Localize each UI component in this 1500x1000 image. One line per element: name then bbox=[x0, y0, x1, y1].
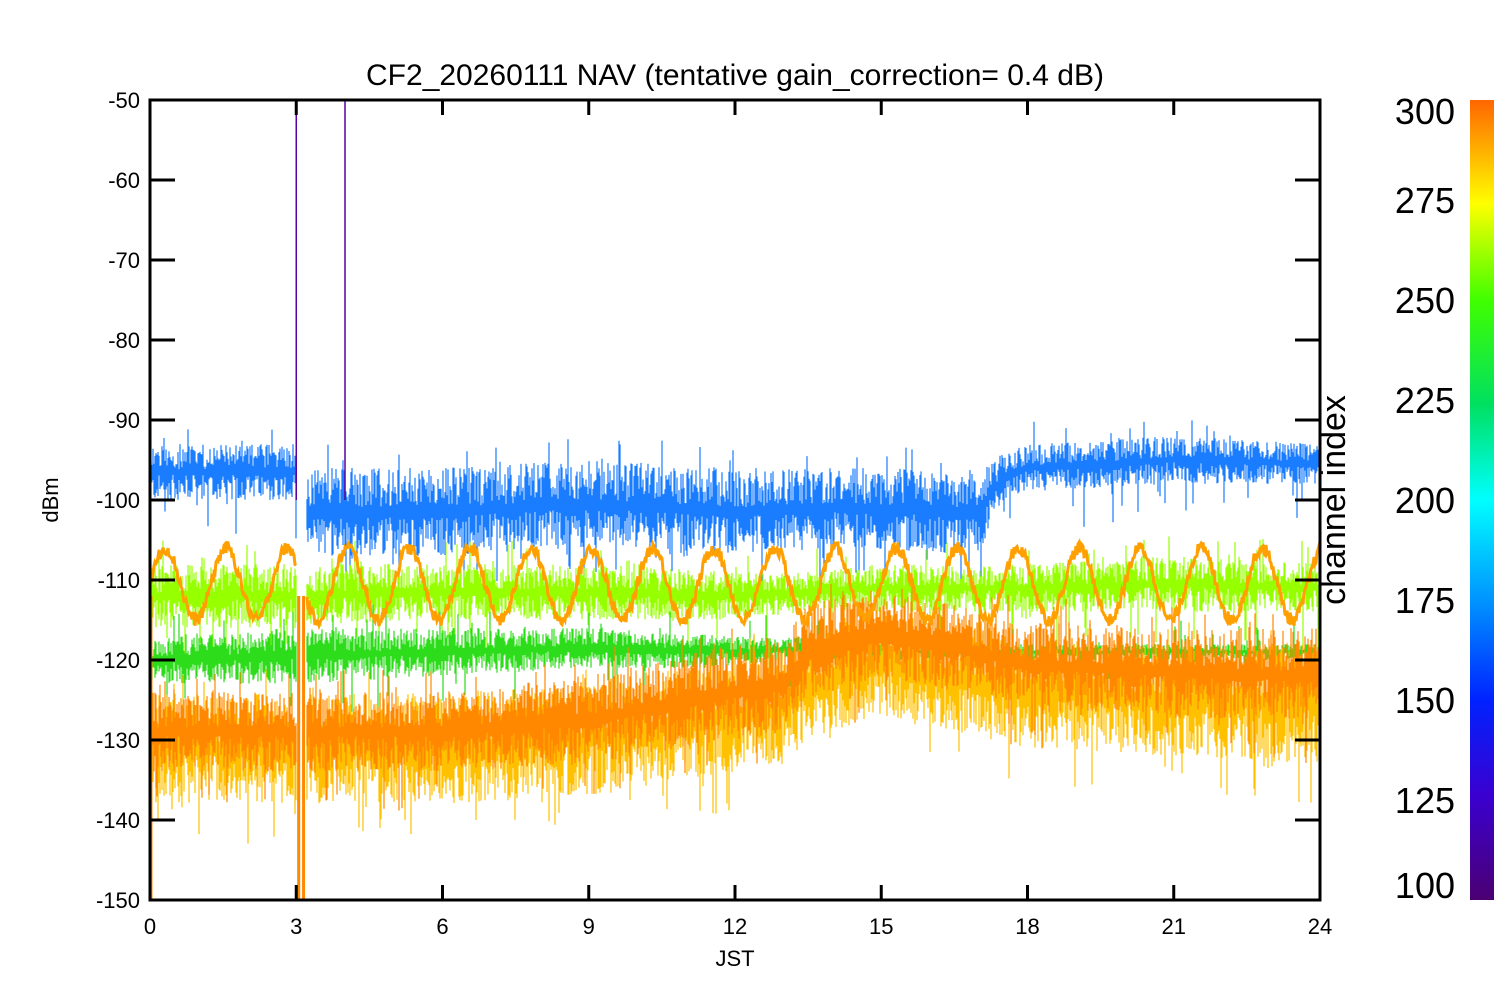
y-tick-label: -140 bbox=[96, 808, 140, 833]
y-tick-label: -110 bbox=[98, 568, 140, 593]
y-axis-title: dBm bbox=[38, 477, 63, 522]
series-band bbox=[150, 573, 1320, 811]
plot-data-layer bbox=[150, 100, 1320, 900]
colorbar-tick-label: 200 bbox=[1395, 480, 1455, 521]
y-tick-label: -80 bbox=[108, 328, 140, 353]
colorbar-tick-label: 125 bbox=[1395, 780, 1455, 821]
colorbar-tick-label: 150 bbox=[1395, 680, 1455, 721]
x-tick-label: 3 bbox=[290, 914, 302, 939]
x-tick-label: 15 bbox=[869, 914, 893, 939]
x-tick-label: 0 bbox=[144, 914, 156, 939]
colorbar-tick-label: 225 bbox=[1395, 380, 1455, 421]
x-tick-label: 9 bbox=[583, 914, 595, 939]
colorbar-tick-label: 275 bbox=[1395, 180, 1455, 221]
y-tick-label: -90 bbox=[108, 408, 140, 433]
colorbar-title: channel index bbox=[1315, 395, 1353, 605]
colorbar-tick-label: 250 bbox=[1395, 280, 1455, 321]
series-channel-285 bbox=[150, 537, 1320, 631]
axis-ticks: 0 3 6 9 12 15 18 21 24 -50 -60 -70 -80 -90 -100 -110 -12… bbox=[96, 88, 1332, 939]
series-band bbox=[150, 420, 1320, 589]
colorbar-tick-label: 300 bbox=[1395, 91, 1455, 132]
y-tick-label: -100 bbox=[96, 488, 140, 513]
colorbar bbox=[1470, 100, 1494, 900]
y-tick-label: -150 bbox=[96, 888, 140, 913]
x-tick-label: 21 bbox=[1162, 914, 1186, 939]
x-tick-label: 12 bbox=[723, 914, 747, 939]
series-channel-150 bbox=[150, 420, 1320, 589]
colorbar-ticks: 300 275 250 225 200 175 150 125 100 bbox=[1395, 91, 1455, 906]
y-tick-label: -70 bbox=[108, 248, 140, 273]
x-tick-label: 24 bbox=[1308, 914, 1332, 939]
series-line bbox=[150, 537, 1320, 631]
series-channel-290 bbox=[150, 573, 1320, 811]
colorbar-tick-label: 175 bbox=[1395, 580, 1455, 621]
y-tick-label: -130 bbox=[96, 728, 140, 753]
y-tick-label: -120 bbox=[96, 648, 140, 673]
x-tick-label: 18 bbox=[1015, 914, 1039, 939]
y-tick-label: -60 bbox=[108, 168, 140, 193]
series-channel-255 bbox=[150, 536, 1320, 663]
y-tick-label: -50 bbox=[108, 88, 140, 113]
chart-title: CF2_20260111 NAV (tentative gain_correct… bbox=[366, 59, 1104, 92]
series-band bbox=[150, 536, 1320, 663]
colorbar-tick-label: 100 bbox=[1395, 865, 1455, 906]
x-tick-label: 6 bbox=[436, 914, 448, 939]
x-axis-title: JST bbox=[715, 946, 754, 971]
